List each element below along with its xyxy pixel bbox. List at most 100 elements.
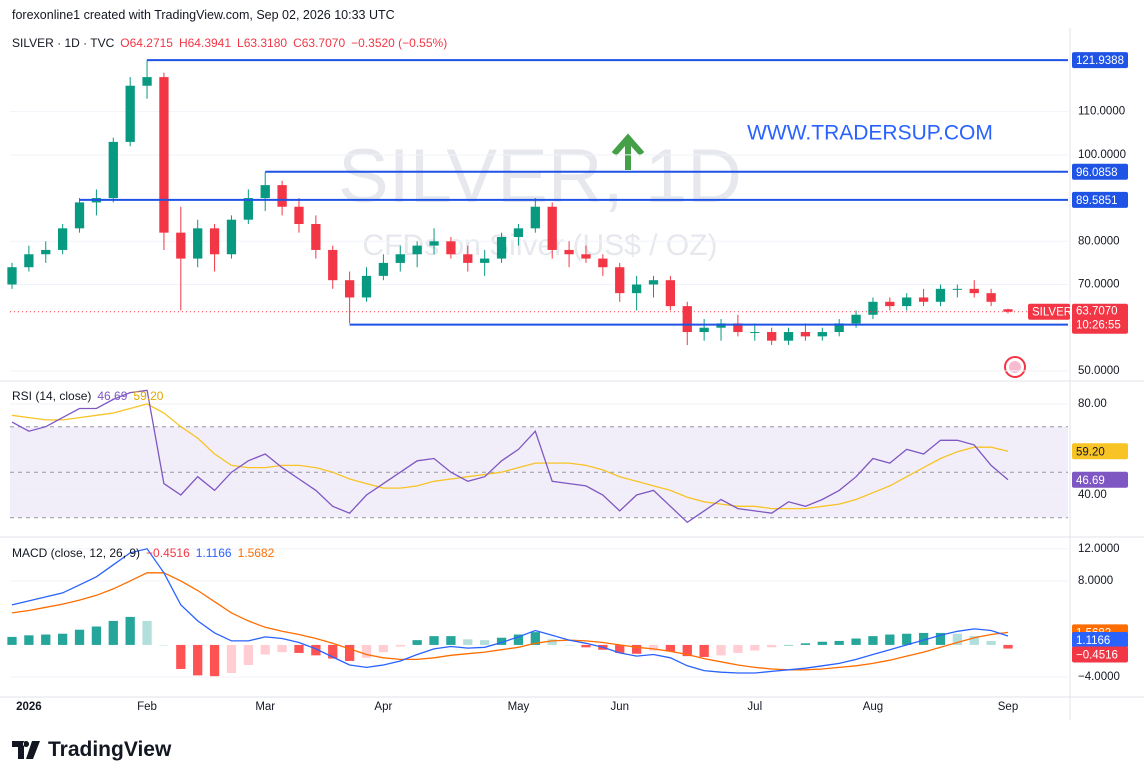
histogram-bar (176, 644, 186, 669)
axis-badge (1072, 471, 1128, 488)
x-tick-label: Jun (610, 701, 629, 713)
rsi-ma-value: 59.20 (133, 389, 164, 403)
rsi-title: RSI (14, close) (12, 389, 92, 403)
histogram-bar (142, 620, 152, 645)
y-tick-label: 12.0000 (1078, 543, 1120, 555)
close: C63.7070 (293, 36, 346, 50)
candle-body (125, 85, 135, 142)
candle-body (615, 267, 625, 294)
x-tick-label: 2026 (16, 701, 42, 713)
candle-body (530, 206, 540, 229)
histogram-bar (277, 644, 287, 653)
histogram-bar (868, 636, 878, 645)
histogram-bar (429, 636, 439, 645)
axis-badge (1072, 163, 1128, 180)
candle-body (226, 219, 237, 255)
hist-value: −0.4516 (146, 546, 190, 560)
histogram-bar (750, 644, 760, 651)
histogram-bar (58, 633, 68, 645)
histogram-bar (328, 644, 338, 659)
candle-body (378, 262, 389, 276)
candle-body (58, 228, 68, 250)
axis-badge (1072, 191, 1128, 208)
candle-body (851, 314, 861, 324)
histogram-bar (159, 644, 169, 646)
watermark-title: SILVER, 1D (338, 134, 742, 219)
candle-body (935, 288, 946, 302)
caption: forexonline1 created with TradingView.co… (12, 8, 395, 22)
x-tick-label: Apr (374, 701, 392, 713)
candle-body (665, 280, 676, 307)
macd-legend: MACD (close, 12, 26, 9) −0.4516 1.1166 1… (12, 546, 274, 560)
histogram-bar (480, 640, 490, 645)
x-tick-label: Mar (255, 701, 275, 713)
histogram-bar (615, 644, 625, 653)
histogram-bar (682, 644, 692, 657)
candle-body (446, 241, 456, 255)
y-tick-label: 40.00 (1078, 489, 1107, 501)
candle-body (885, 301, 895, 307)
y-tick-label: 80.00 (1078, 398, 1107, 410)
candle-body (918, 297, 929, 302)
legend: SILVER · 1D · TVC O64.2715 H64.3941 L63.… (12, 36, 447, 50)
histogram-bar (935, 632, 946, 645)
watermark-subtitle: CFDs on Silver (US$ / OZ) (362, 229, 717, 262)
histogram-bar (918, 632, 929, 645)
macd-title: MACD (close, 12, 26, 9) (12, 546, 141, 560)
histogram-bar (125, 616, 135, 645)
histogram-bar (446, 636, 456, 645)
candle-body (361, 275, 372, 298)
histogram-bar (699, 644, 709, 657)
histogram-bar (631, 644, 642, 654)
histogram-bar (648, 644, 659, 651)
histogram-bar (800, 643, 811, 645)
candle-body (429, 241, 439, 246)
candle-body (547, 206, 557, 250)
histogram-bar (7, 636, 17, 645)
axis-badge-label: 96.0858 (1076, 167, 1118, 179)
candle-body (328, 249, 338, 281)
axis-badge (1072, 52, 1128, 69)
candle-body (108, 141, 118, 199)
histogram-bar (969, 636, 979, 645)
candle-body (260, 185, 270, 199)
countdown: 10:26:55 (1076, 320, 1121, 332)
rsi-value: 46.69 (97, 389, 128, 403)
histogram-bar (952, 633, 962, 645)
candle-body (159, 77, 169, 233)
axis-badge-label: 1.1166 (1076, 635, 1110, 647)
indicator-line (11, 572, 1009, 671)
candle-body (142, 77, 152, 86)
candle-body (767, 332, 777, 341)
histogram-bar (260, 644, 270, 655)
axis-badge (1072, 631, 1128, 648)
symbol-tag-label: SILVER (1032, 307, 1072, 319)
rsi-legend: RSI (14, close) 46.69 59.20 (12, 389, 163, 403)
candle-body (783, 332, 794, 341)
histogram-bar (193, 644, 203, 676)
axis-badge (1072, 646, 1128, 663)
candle-body (868, 301, 878, 315)
histogram-bar (564, 644, 574, 646)
histogram-bar (547, 639, 557, 645)
histogram-bar (91, 626, 102, 645)
histogram-bar (344, 644, 355, 661)
candle-body (952, 288, 962, 290)
candle-body (480, 258, 490, 263)
y-tick-label: 80.0000 (1078, 235, 1120, 247)
candle-body (176, 232, 186, 259)
macd-value: 1.1166 (195, 546, 232, 560)
brand: TradingView (12, 738, 171, 762)
y-tick-label: 70.0000 (1078, 279, 1120, 291)
histogram-bar (581, 644, 591, 648)
candle-body (800, 332, 811, 337)
axis-badge-label: 59.20 (1076, 446, 1105, 458)
symbol-tag (1028, 303, 1070, 320)
candle-body (41, 249, 51, 255)
candle-body (496, 236, 507, 259)
candle-body (986, 293, 996, 302)
x-tick-label: Sep (998, 701, 1018, 713)
candle-body (631, 284, 642, 294)
indicator-line (11, 548, 1009, 674)
